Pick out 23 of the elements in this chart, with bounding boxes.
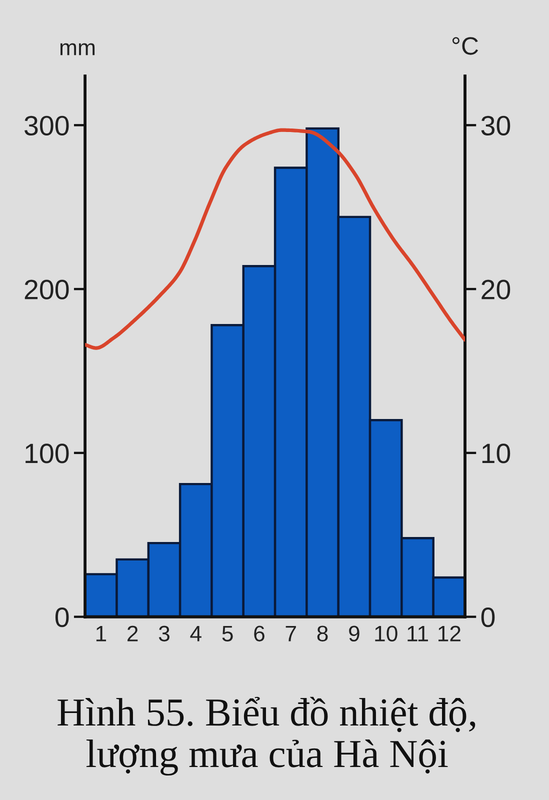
x-tick-label: 5 <box>222 626 233 642</box>
x-tick-label: 12 <box>438 626 460 642</box>
x-tick-label: 7 <box>286 626 296 642</box>
x-tick-label: 9 <box>349 626 360 642</box>
y-tick-label: 0 <box>55 607 69 628</box>
x-tick-label: 2 <box>128 626 138 642</box>
x-tick-label: 4 <box>190 626 202 642</box>
y2-tick-label: 10 <box>482 444 510 464</box>
x-tick-label: 1 <box>96 626 106 642</box>
x-tick-label: 8 <box>317 626 328 642</box>
y-tick-label: 200 <box>24 280 69 300</box>
y2-axis-title: °C <box>452 37 478 55</box>
y2-tick-label: 20 <box>482 280 510 300</box>
y2-tick-label: 0 <box>481 607 495 628</box>
y2-tick-label: 30 <box>481 116 510 136</box>
y-tick-label: 100 <box>26 444 69 464</box>
y-tick-label: 300 <box>24 116 69 136</box>
x-tick-label: 11 <box>408 626 428 642</box>
y-axis-title: mm <box>60 43 95 56</box>
x-tick-label: 10 <box>375 626 398 642</box>
x-tick-label: 6 <box>254 626 264 642</box>
x-tick-label: 3 <box>158 626 170 642</box>
text: Hình 55. Biểu đồ nhiệt độ, lượng mưa của Hà Nội <box>58 696 476 776</box>
